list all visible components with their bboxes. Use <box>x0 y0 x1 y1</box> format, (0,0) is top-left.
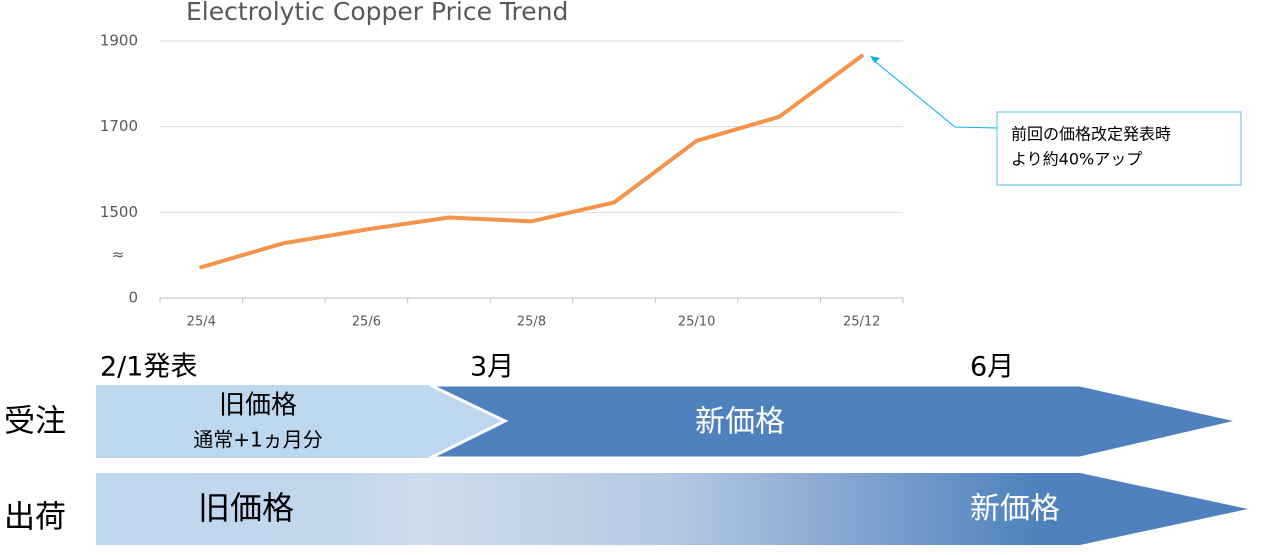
annotation-box <box>996 111 1242 186</box>
x-tick-label: 25/6 <box>352 315 381 330</box>
leader-arrow <box>870 56 880 63</box>
y-tick-label: 1700 <box>100 117 138 135</box>
plot: 0 1500 1700 1900 ≈25/4 25/6 25/8 25/10 25/12 <box>100 32 904 330</box>
y-tick-label: 1500 <box>100 203 138 221</box>
x-tick-label: 25/10 <box>678 315 715 330</box>
band-text: 新価格 <box>970 492 1060 527</box>
annotation-text: より約40%アップ <box>1011 150 1142 169</box>
chart-title: Electrolytic Copper Price Trend <box>186 0 568 26</box>
band-text: 旧価格 <box>219 391 297 421</box>
milestone: 3月 <box>470 352 514 383</box>
y-tick-label: 0 <box>128 289 138 307</box>
axis-break: ≈ <box>112 246 125 264</box>
row-label: 出荷 <box>4 500 66 536</box>
annotation-text: 前回の価格改定発表時 <box>1011 125 1171 144</box>
band-text: 新価格 <box>695 405 785 440</box>
x-tick-label: 25/8 <box>517 315 546 330</box>
x-tick-label: 25/12 <box>843 315 880 330</box>
x-tick-label: 25/4 <box>187 315 216 330</box>
band-note: 通常+1ヵ月分 <box>193 428 322 452</box>
shipment-arrow <box>96 473 1248 545</box>
new-price-arrow <box>429 383 1241 460</box>
milestone: 2/1発表 <box>100 352 197 383</box>
old-price-band <box>96 385 505 458</box>
price-line <box>199 53 864 270</box>
band-text: 旧価格 <box>198 489 294 527</box>
y-tick-label: 1900 <box>100 32 138 50</box>
leader-line <box>871 58 998 129</box>
milestone: 6月 <box>970 352 1014 383</box>
row-label: 受注 <box>4 404 66 440</box>
